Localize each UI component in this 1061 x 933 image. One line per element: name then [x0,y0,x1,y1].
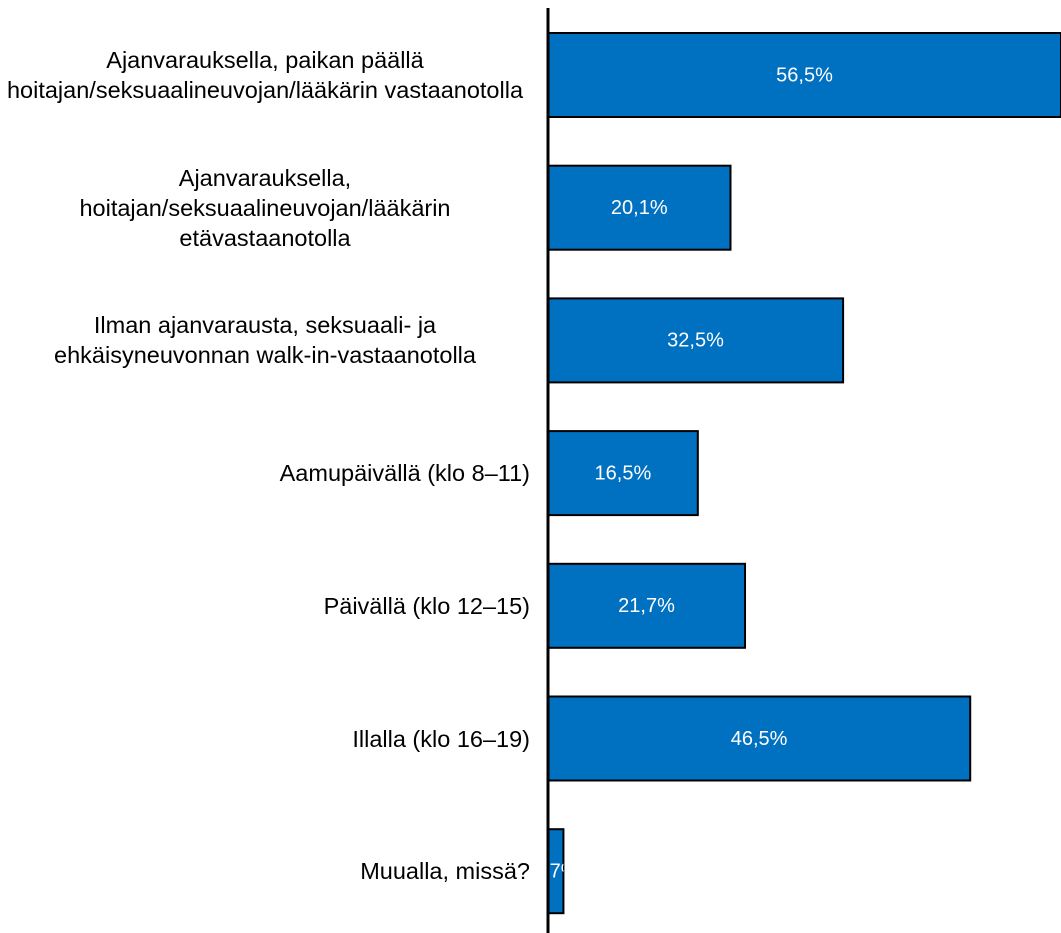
bar [547,562,747,649]
value-label: 46,5% [731,728,788,750]
category-text: Muualla, missä? [360,858,530,885]
bar [547,430,699,517]
value-label: 32,5% [667,330,724,352]
category-text: Aamupäivällä (klo 8–11) [279,460,530,487]
value-label: 16,5% [595,462,652,484]
category-label: Päivällä (klo 12–15) [0,539,530,673]
bar [547,695,972,782]
category-text: Illalla (klo 16–19) [352,725,530,752]
bar [547,32,1061,118]
category-label: Ajanvarauksella, paikan päällä hoitajan/… [0,8,530,142]
value-label: 1,7% [533,860,579,882]
category-label: Ajanvarauksella, hoitajan/seksuaalineuvo… [0,141,530,275]
category-text: Päivällä (klo 12–15) [323,592,530,619]
value-label: 20,1% [611,197,668,219]
category-label: Illalla (klo 16–19) [0,672,530,806]
category-text: Ilman ajanvarausta, seksuaali- ja ehkäis… [54,312,476,369]
value-label: 56,5% [776,64,833,86]
category-label: Ilman ajanvarausta, seksuaali- ja ehkäis… [0,273,530,407]
category-text: Ajanvarauksella, paikan päällä hoitajan/… [6,47,524,103]
category-label: Aamupäivällä (klo 8–11) [0,406,530,540]
category-text: Ajanvarauksella, hoitajan/seksuaalineuvo… [79,164,451,251]
bar [547,164,732,251]
value-label: 21,7% [618,595,675,617]
bar [547,297,845,384]
category-label: Muualla, missä? [0,804,530,933]
